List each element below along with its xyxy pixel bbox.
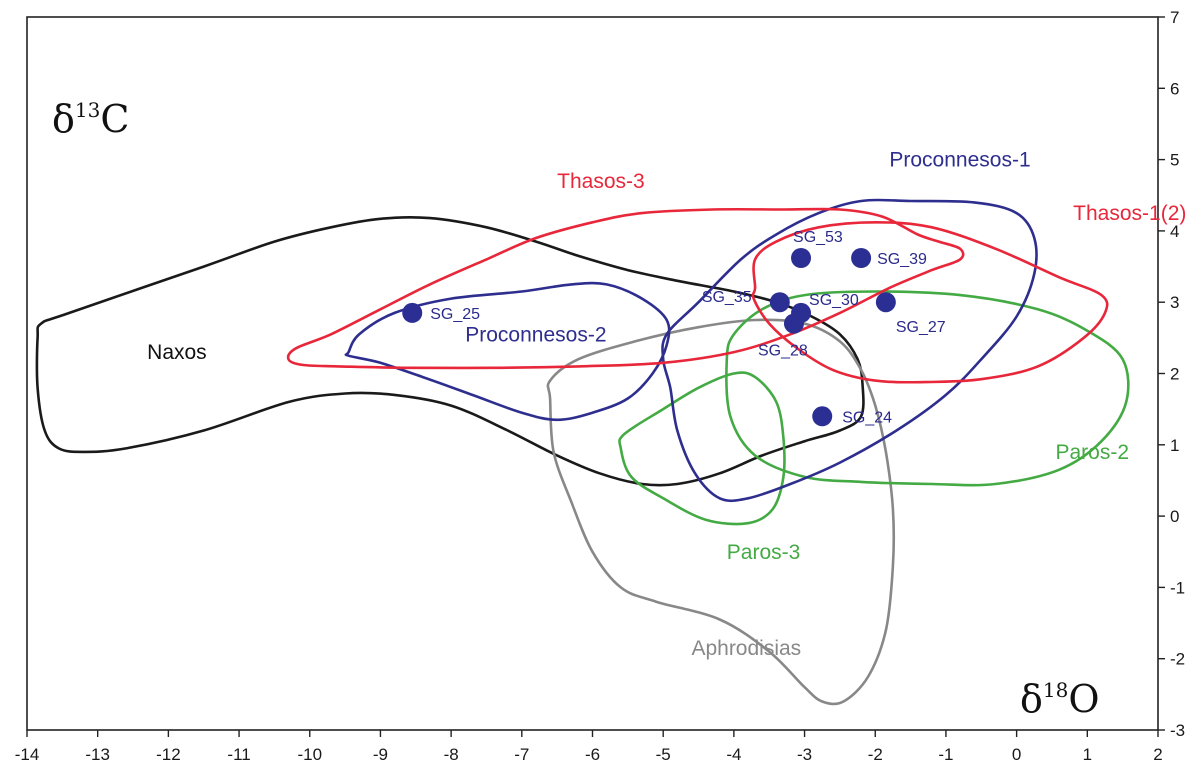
x-tick-label: -14 (15, 745, 40, 764)
y-tick-label: 2 (1170, 365, 1179, 384)
field-label-paros-3: Paros-3 (727, 541, 801, 564)
y-tick-label: 4 (1170, 222, 1179, 241)
sample-points: SG_25 SG_53 SG_39 SG_35 SG_30 SG_28 SG_27 SG_24 (402, 229, 946, 427)
y-tick-label: 5 (1170, 151, 1179, 170)
field-outline-thasos-1-2 (751, 221, 1109, 384)
x-tick-label: -13 (85, 745, 110, 764)
field-label-thasos-3: Thasos-3 (557, 170, 645, 193)
point-sg-28 (783, 313, 804, 334)
y-axis-title: δ13C (52, 97, 129, 141)
x-tick-label: -3 (797, 745, 812, 764)
point-label-sg-27: SG_27 (896, 319, 946, 336)
y-tick-label: 6 (1170, 79, 1179, 98)
y-tick-label: -2 (1170, 650, 1185, 669)
point-sg-53 (791, 247, 812, 268)
point-sg-35 (769, 292, 790, 313)
field-outline-aphrodisias (546, 318, 896, 706)
x-tick-label: -9 (373, 745, 388, 764)
point-label-sg-24: SG_24 (842, 409, 892, 426)
point-sg-39 (851, 247, 872, 268)
x-tick-label: -1 (938, 745, 953, 764)
x-tick-label: 2 (1153, 745, 1162, 764)
point-label-sg-35: SG_35 (702, 289, 752, 306)
x-tick-label: -2 (868, 745, 883, 764)
axis-ticks: -14 -13 -12 -11 -10 -9 -8 -7 -6 -5 -4 -3 -2 -1 0 1 2-3-2… (15, 8, 1185, 764)
x-tick-label: -11 (227, 745, 250, 764)
x-tick-label: -10 (297, 745, 322, 764)
field-outline-proconnesos-1 (661, 198, 1038, 503)
y-tick-label: 0 (1170, 507, 1179, 526)
field-label-paros-2: Paros-2 (1056, 441, 1130, 464)
field-label-thasos-1-2: Thasos-1(2) (1073, 202, 1186, 225)
field-label-proconnesos-1: Proconnesos-1 (889, 149, 1030, 172)
x-axis-title: δ18O (1020, 677, 1100, 721)
point-label-sg-25: SG_25 (430, 306, 480, 323)
y-tick-label: 1 (1170, 436, 1179, 455)
x-tick-label: -12 (156, 745, 181, 764)
point-label-sg-30: SG_30 (809, 292, 859, 309)
point-label-sg-39: SG_39 (877, 251, 927, 268)
y-tick-label: 7 (1170, 8, 1179, 27)
x-tick-label: -7 (514, 745, 529, 764)
x-tick-label: 1 (1083, 745, 1092, 764)
point-label-sg-28: SG_28 (758, 343, 808, 360)
field-label-proconnesos-2: Proconnesos-2 (465, 323, 606, 346)
x-tick-label: -5 (656, 745, 671, 764)
field-outline-paros-2 (725, 290, 1130, 487)
plot-frame (26, 16, 1159, 731)
point-sg-27 (875, 292, 896, 313)
field-outline-naxos (35, 215, 865, 487)
x-tick-label: -6 (585, 745, 600, 764)
field-label-aphrodisias: Aphrodisias (691, 637, 801, 660)
point-sg-25 (402, 302, 423, 323)
x-tick-label: -4 (726, 745, 741, 764)
y-tick-label: -1 (1170, 578, 1185, 597)
x-tick-label: -8 (444, 745, 459, 764)
field-label-naxos: Naxos (147, 341, 207, 364)
y-tick-label: 3 (1170, 293, 1179, 312)
x-tick-label: 0 (1012, 745, 1021, 764)
field-outline-thasos-3 (286, 207, 965, 370)
y-tick-label: -3 (1170, 721, 1185, 740)
point-label-sg-53: SG_53 (793, 229, 843, 246)
point-sg-24 (812, 406, 833, 427)
field-outline-paros-3 (618, 371, 786, 526)
provenance-fields: Naxos Aphrodisias Paros-3 Paros-2 Proconneso… (35, 149, 1186, 706)
